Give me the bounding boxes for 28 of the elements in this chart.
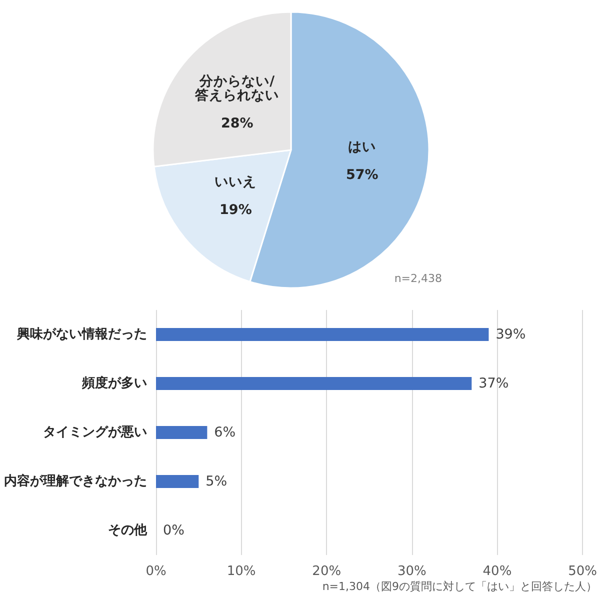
y-tick-label: 頻度が多い (81, 375, 147, 391)
bar (156, 328, 489, 341)
x-tick-label: 50% (568, 564, 598, 579)
slice-label: 分からない/答えられない (194, 73, 280, 104)
x-tick-label: 20% (312, 564, 342, 579)
data-label: 39% (496, 326, 526, 342)
data-label: 6% (214, 424, 236, 440)
x-tick-label: 0% (146, 564, 166, 579)
text: n=1,304（図9の質問に対して「はい」と回答した人） (322, 580, 598, 593)
y-tick-label: 内容が理解できなかった (4, 473, 147, 489)
x-tick-label: 10% (226, 564, 256, 579)
slice-label: いいえ (214, 174, 257, 190)
data-label: 57% (346, 166, 379, 183)
data-label: 37% (478, 376, 509, 392)
y-tick-label: 興味がない情報だった (16, 327, 147, 342)
bar (156, 426, 208, 439)
data-label: 0% (163, 522, 185, 538)
slice-label: はい (348, 138, 376, 155)
data-label: 19% (220, 202, 252, 218)
text: n=2,438 (394, 272, 442, 285)
y-tick-label: その他 (108, 523, 148, 538)
x-tick-label: 40% (482, 564, 512, 579)
data-label: 5% (206, 474, 228, 490)
bar (156, 377, 472, 390)
bar (156, 475, 199, 488)
data-label: 28% (220, 115, 254, 132)
y-tick-label: タイミングが悪い (43, 425, 147, 440)
x-tick-label: 30% (397, 564, 426, 579)
